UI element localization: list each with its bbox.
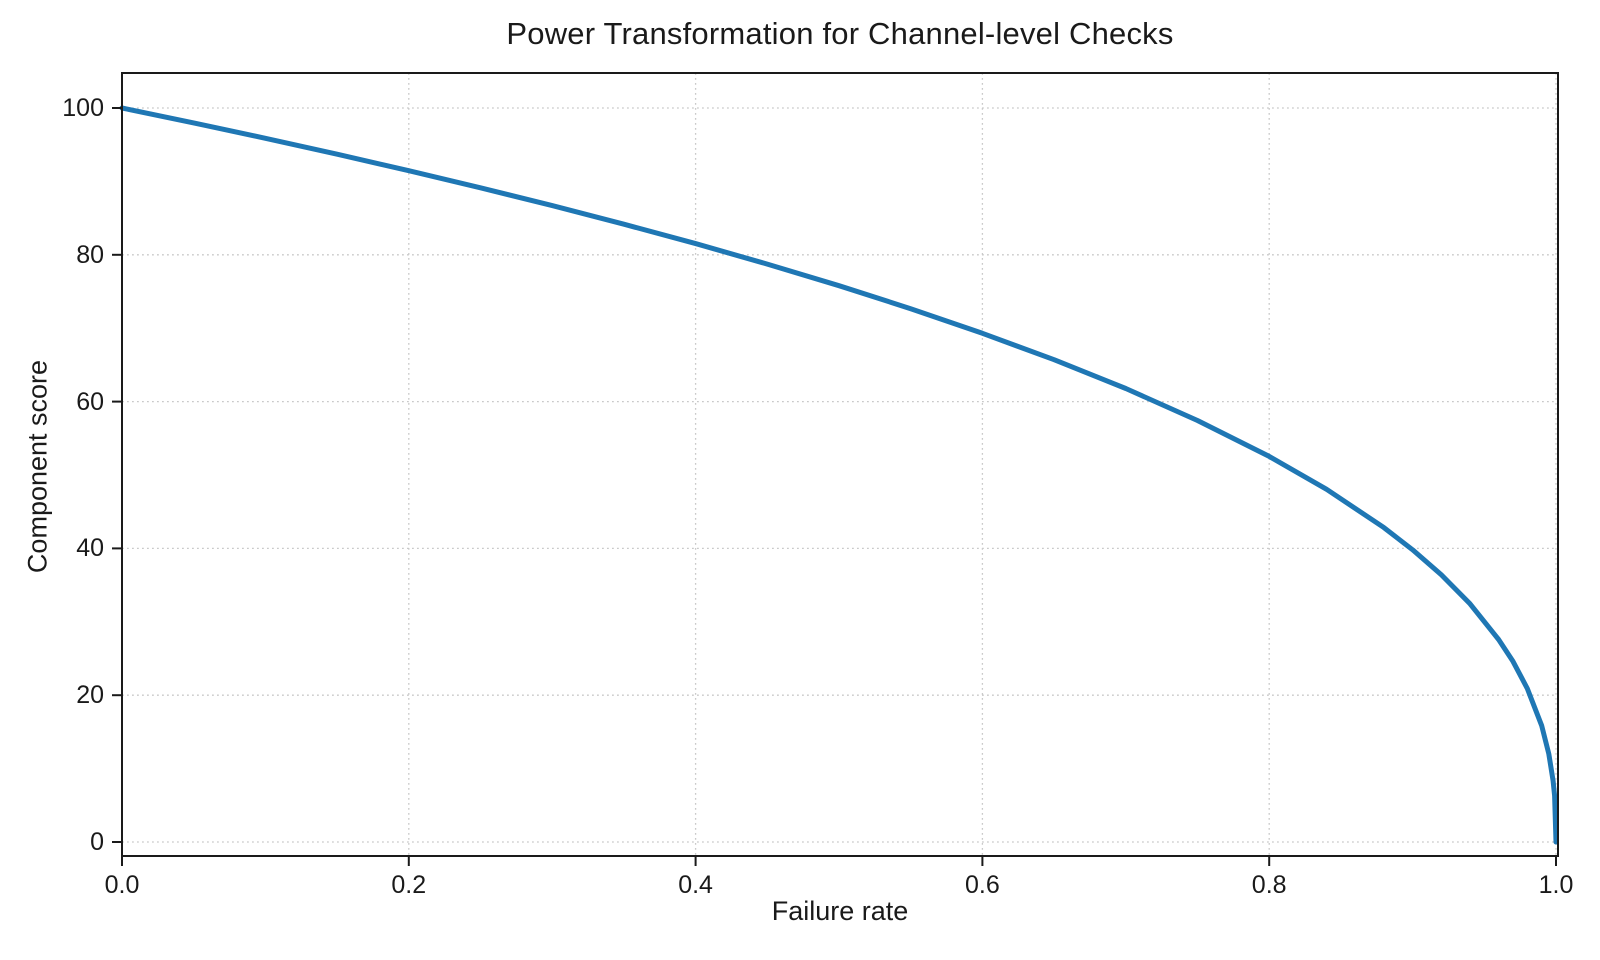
y-tick-label: 100 xyxy=(62,94,104,122)
axis-spines xyxy=(121,72,1559,857)
x-tick-label: 0.2 xyxy=(391,871,427,899)
data-curve xyxy=(119,105,1559,845)
y-tick-label: 0 xyxy=(90,828,104,856)
x-tick-label: 0.8 xyxy=(1251,871,1287,899)
x-tick-label: 0.0 xyxy=(104,871,140,899)
y-tick-label: 60 xyxy=(76,387,104,416)
x-tick-label: 1.0 xyxy=(1538,871,1574,899)
y-tick-label: 80 xyxy=(76,240,104,269)
x-axis-label: Failure rate xyxy=(771,896,909,926)
x-tick-label: 0.6 xyxy=(965,871,1000,899)
chart-title: Power Transformation for Channel-level C… xyxy=(506,16,1174,51)
y-axis-label: Component score xyxy=(22,359,53,574)
y-tick-label: 40 xyxy=(76,534,104,563)
x-tick-label: 0.4 xyxy=(678,871,713,899)
y-tick-label: 20 xyxy=(76,681,104,710)
